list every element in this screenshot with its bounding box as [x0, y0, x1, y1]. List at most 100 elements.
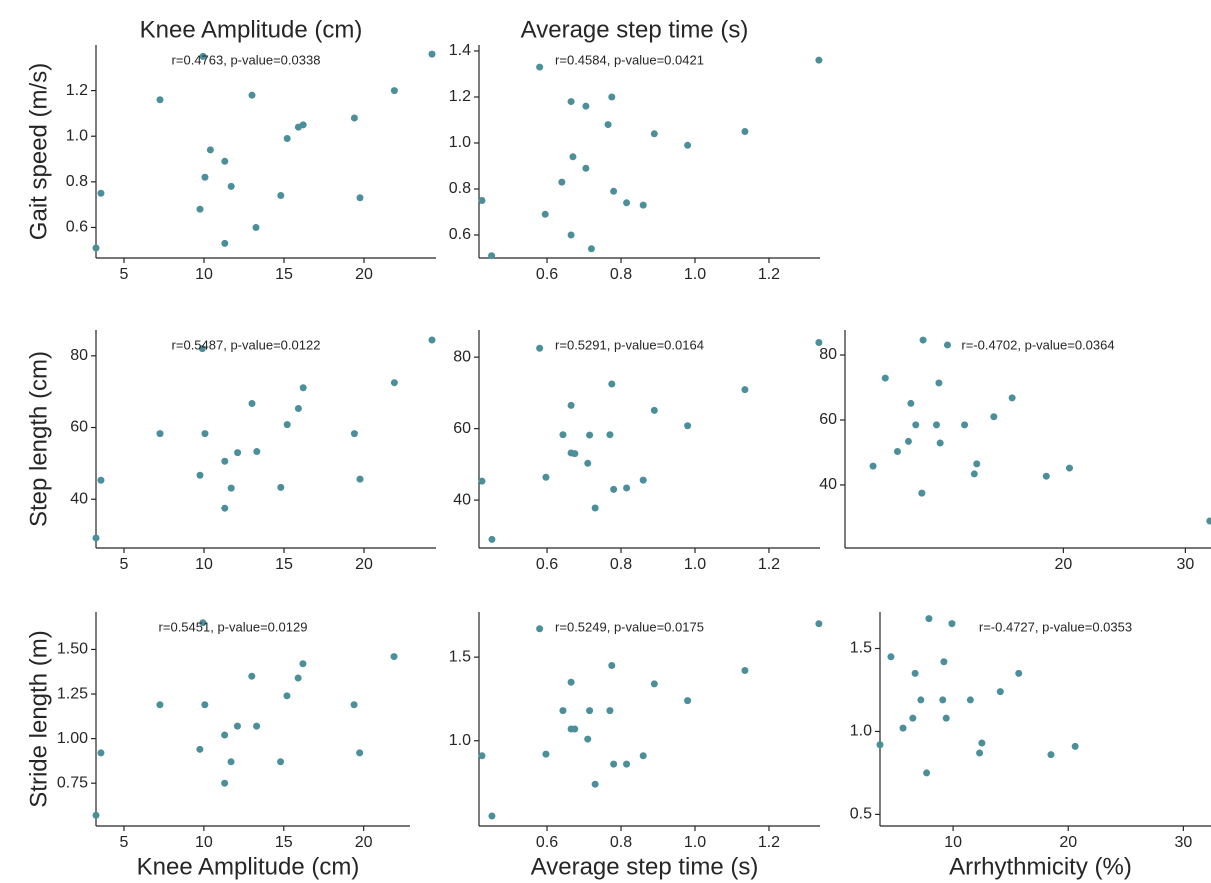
annotation: r=-0.4702, p-value=0.0364 [961, 337, 1114, 352]
point [488, 252, 496, 260]
point [356, 749, 364, 757]
y-tick-label: 0.6 [449, 226, 471, 243]
point [917, 696, 925, 704]
point [541, 210, 549, 218]
point [610, 485, 618, 493]
point [92, 244, 100, 252]
x-tick-label: 20 [1059, 834, 1077, 851]
point [918, 489, 926, 497]
x-tick-label: 10 [195, 834, 213, 851]
x-tick-label: 15 [275, 266, 293, 283]
point [294, 674, 302, 682]
point [97, 749, 105, 757]
point [608, 93, 616, 101]
point [248, 91, 256, 99]
point [234, 449, 242, 457]
point [277, 483, 285, 491]
point [201, 173, 209, 181]
x-tick-label: 10 [195, 266, 213, 283]
annotation: r=0.4763, p-value=0.0338 [172, 52, 321, 67]
point [942, 714, 950, 722]
point [567, 678, 575, 686]
point [299, 660, 307, 668]
point [252, 223, 260, 231]
point [961, 421, 969, 429]
y-tick-label: 0.75 [57, 774, 88, 791]
annotation: r=0.5487, p-value=0.0122 [172, 337, 321, 352]
point [198, 345, 206, 353]
point [428, 50, 436, 58]
point [227, 484, 235, 492]
point [586, 431, 594, 439]
y-tick-label: 1.5 [850, 640, 872, 657]
y-tick-label: 40 [819, 476, 837, 493]
point [996, 688, 1004, 696]
point [587, 245, 595, 253]
point [978, 739, 986, 747]
y-tick-label: 80 [819, 346, 837, 363]
point [478, 752, 486, 760]
point [283, 421, 291, 429]
y-tick-label: 80 [453, 348, 471, 365]
point [893, 448, 901, 456]
x-tick-label: 20 [355, 834, 373, 851]
point [936, 439, 944, 447]
point [1206, 517, 1211, 525]
y-tick-label: 1.4 [449, 42, 471, 59]
point [156, 430, 164, 438]
point [299, 121, 307, 129]
point [221, 731, 229, 739]
point [206, 146, 214, 154]
x-tick-label: 20 [1054, 556, 1072, 573]
point [976, 749, 984, 757]
point [650, 130, 658, 138]
point [92, 811, 100, 819]
y-tick-label: 80 [70, 347, 88, 364]
point [919, 336, 927, 344]
point [350, 430, 358, 438]
point [536, 625, 544, 633]
point [608, 380, 616, 388]
point [582, 102, 590, 110]
point [815, 620, 823, 628]
point [227, 758, 235, 766]
point [299, 384, 307, 392]
y-tick-label: 1.2 [449, 88, 471, 105]
point [536, 63, 544, 71]
point [933, 421, 940, 429]
point [221, 457, 229, 465]
point [909, 714, 917, 722]
point [939, 696, 947, 704]
point [940, 658, 948, 666]
point [478, 477, 486, 485]
point [650, 406, 658, 414]
y-tick-label: 1.5 [449, 648, 471, 665]
point [943, 341, 951, 349]
point [1042, 472, 1050, 480]
y-tick-label: 1.25 [57, 685, 88, 702]
point [253, 448, 261, 456]
point [196, 205, 204, 213]
y-tick-label: 1.00 [57, 730, 88, 747]
point [606, 707, 614, 715]
point [559, 707, 567, 715]
point [606, 431, 614, 439]
point [571, 725, 579, 733]
x-tick-label: 1.2 [758, 556, 780, 573]
x-tick-label: 30 [1176, 556, 1194, 573]
point [650, 680, 658, 688]
y-axis-label: Step length (cm) [25, 351, 52, 527]
point [639, 201, 647, 209]
x-tick-label: 15 [275, 834, 293, 851]
x-tick-label: 1.0 [684, 556, 706, 573]
y-tick-label: 1.0 [449, 732, 471, 749]
point [923, 769, 931, 777]
x-tick-label: 5 [120, 834, 129, 851]
x-tick-label: 1.0 [684, 834, 706, 851]
point [350, 701, 358, 709]
x-tick-label: 5 [120, 266, 129, 283]
point [356, 194, 364, 202]
point [639, 476, 647, 484]
point [899, 724, 907, 732]
